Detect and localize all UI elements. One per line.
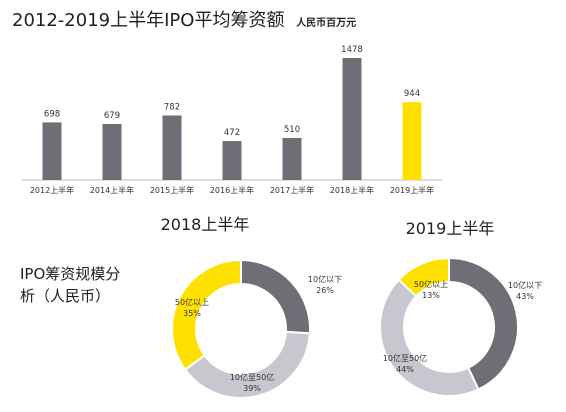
bar bbox=[342, 58, 362, 180]
donut-slice-label-line: 13% bbox=[422, 291, 440, 300]
donut-slice bbox=[379, 278, 480, 397]
x-tick-label: 2017上半年 bbox=[270, 185, 314, 195]
bar bbox=[102, 123, 122, 180]
donut-slice-label-line: 50亿以上 bbox=[175, 297, 209, 307]
donut-chart-2018: 10亿以下 26% 10亿至50亿 39% 50亿以上 35% bbox=[171, 258, 342, 399]
bar-value-label: 510 bbox=[284, 125, 300, 135]
x-tick-label: 2015上半年 bbox=[150, 185, 194, 195]
donut-slice bbox=[240, 258, 311, 335]
bar bbox=[282, 137, 302, 180]
donut-slice-label: 10亿至50亿 44% bbox=[383, 353, 427, 374]
donut-slice-label-line: 50亿以上 bbox=[414, 279, 448, 289]
donut-slice-label-line: 35% bbox=[183, 309, 201, 318]
x-tick-label: 2016上半年 bbox=[210, 185, 254, 195]
donut-slice bbox=[183, 330, 311, 399]
bar-value-label: 1478 bbox=[341, 45, 363, 55]
bar-value-label: 944 bbox=[404, 89, 420, 99]
chart-title-unit: 人民币百万元 bbox=[296, 16, 356, 29]
donut-title-2018: 2018上半年 bbox=[161, 215, 250, 234]
bar-chart: 698 2012上半年 679 2014上半年 782 2015上半年 472 2016上半年… bbox=[22, 45, 442, 195]
chart-title: 2012-2019上半年IPO平均筹资额 人民币百万元 bbox=[12, 10, 356, 31]
donut-slice-label: 10亿至50亿 39% bbox=[230, 372, 274, 393]
donut-chart-2019: 10亿以下 43% 10亿至50亿 44% 50亿以上 13% bbox=[379, 256, 542, 397]
donut-slice-label-line: 10亿以下 bbox=[508, 280, 542, 290]
x-tick-label: 2018上半年 bbox=[330, 185, 374, 195]
x-tick-label: 2014上半年 bbox=[90, 185, 134, 195]
donut-slice-label: 50亿以上 13% bbox=[414, 279, 448, 300]
section-label-line-2: 析（人民币） bbox=[20, 287, 110, 305]
section-label: IPO筹资规模分 析（人民币） bbox=[20, 265, 125, 305]
bar bbox=[222, 141, 242, 180]
bar-value-label: 698 bbox=[44, 109, 60, 119]
x-tick-label: 2019上半年 bbox=[390, 185, 434, 195]
donut-slice-label-line: 44% bbox=[396, 365, 414, 374]
bar bbox=[42, 122, 62, 180]
donut-slice bbox=[397, 256, 450, 298]
donut-slice-label-line: 10亿以下 bbox=[308, 274, 342, 284]
x-tick-label: 2012上半年 bbox=[30, 185, 74, 195]
chart-title-main: 2012-2019上半年IPO平均筹资额 bbox=[12, 10, 284, 31]
donut-slice-label-line: 10亿至50亿 bbox=[230, 372, 274, 382]
bar bbox=[162, 115, 182, 180]
donut-slice-label-line: 43% bbox=[516, 292, 534, 301]
donut-slice-label: 50亿以上 35% bbox=[175, 297, 209, 318]
donut-slice-label: 10亿以下 26% bbox=[308, 274, 342, 295]
bar bbox=[402, 102, 422, 180]
donut-slice bbox=[448, 256, 519, 391]
donut-slice-label: 10亿以下 43% bbox=[508, 280, 542, 301]
bar-value-label: 679 bbox=[104, 111, 120, 121]
donut-title-2019: 2019上半年 bbox=[406, 219, 495, 238]
donut-slice-label-line: 10亿至50亿 bbox=[383, 353, 427, 363]
donut-slice bbox=[171, 258, 242, 371]
section-label-line-1: IPO筹资规模分 bbox=[20, 265, 120, 283]
bar-value-label: 472 bbox=[224, 128, 240, 138]
bar-value-label: 782 bbox=[164, 102, 180, 112]
donut-slice-label-line: 39% bbox=[243, 384, 261, 393]
donut-slice-label-line: 26% bbox=[316, 286, 334, 295]
